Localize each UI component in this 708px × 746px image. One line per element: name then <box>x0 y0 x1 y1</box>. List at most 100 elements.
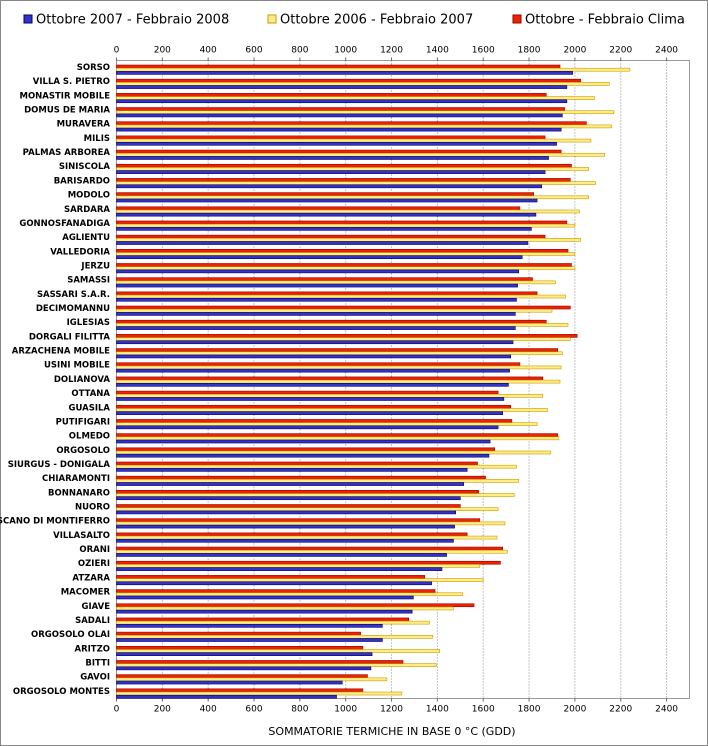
bar <box>116 411 504 415</box>
bar <box>116 617 410 622</box>
bar <box>116 660 404 664</box>
bar <box>116 507 499 512</box>
bar <box>116 404 512 409</box>
y-tick-label: AGLIENTU <box>62 233 110 243</box>
bar <box>116 606 454 611</box>
bar <box>116 269 520 274</box>
y-tick-label: PALMAS ARBOREA <box>23 148 111 158</box>
bar <box>116 532 468 537</box>
bar <box>116 450 552 455</box>
bar <box>116 305 571 310</box>
bar <box>116 674 368 678</box>
bar <box>116 266 576 270</box>
x-tick-label: 1600 <box>472 705 495 715</box>
x-tick-label: 2000 <box>563 46 586 56</box>
y-tick-label: OTTANA <box>71 389 110 399</box>
y-tick-label: MURAVERA <box>57 120 111 130</box>
bar <box>116 677 388 682</box>
bar <box>116 453 490 458</box>
x-axis-title: SOMMATORIE TERMICHE IN BASE 0 °C (GDD) <box>268 725 515 738</box>
bar <box>116 461 478 466</box>
y-tick-label: MACOMER <box>61 588 111 598</box>
bar <box>116 581 432 586</box>
bar <box>116 496 461 501</box>
bar <box>116 294 567 299</box>
bar <box>116 493 515 497</box>
bar <box>116 152 605 157</box>
bar <box>116 252 576 256</box>
bar <box>116 663 437 667</box>
y-tick-label: ORGOSOLO MONTES <box>13 687 110 697</box>
bar <box>116 220 568 225</box>
legend-swatch <box>512 14 522 24</box>
x-tick-label: 200 <box>154 705 171 715</box>
x-tick-label: 1000 <box>334 46 357 56</box>
legend-label: Ottobre 2007 - Febbraio 2008 <box>36 13 229 28</box>
y-tick-label: MONASTIR MOBILE <box>19 91 110 101</box>
x-tick-label: 200 <box>154 46 171 56</box>
bar <box>116 538 454 543</box>
bar <box>116 475 486 480</box>
bar <box>116 666 372 671</box>
bar <box>116 393 544 398</box>
bar <box>116 524 455 529</box>
bar <box>116 312 516 316</box>
bar <box>116 234 546 239</box>
bar <box>116 589 436 593</box>
y-tick-label: PUTIFIGARI <box>56 417 110 427</box>
x-tick-label: 1200 <box>380 705 403 715</box>
bar <box>116 397 505 401</box>
y-tick-label: VALLEDORIA <box>50 247 110 257</box>
bar <box>116 184 542 189</box>
bar <box>116 209 580 214</box>
x-tick-label: 0 <box>114 705 120 715</box>
bar <box>116 609 413 614</box>
bar <box>116 549 508 554</box>
y-tick-label: DOLIANOVA <box>54 375 111 385</box>
x-tick-label: 0 <box>114 46 120 56</box>
bar <box>116 624 383 628</box>
bar <box>116 107 565 111</box>
y-tick-label: GUASILA <box>69 403 111 413</box>
y-tick-label: DORGALI FILITTA <box>29 332 111 342</box>
bar <box>116 351 563 356</box>
bar <box>116 546 504 551</box>
bar <box>116 567 443 571</box>
bar <box>116 560 501 565</box>
legend-swatch <box>267 14 277 24</box>
bar <box>116 518 481 522</box>
bar <box>116 326 516 330</box>
bar <box>116 468 468 472</box>
bar <box>116 422 538 426</box>
x-tick-label: 400 <box>200 705 217 715</box>
bar <box>116 603 475 608</box>
bar <box>116 206 521 211</box>
y-tick-label: ATZARA <box>72 573 110 583</box>
bar <box>116 482 465 486</box>
bar <box>116 334 578 338</box>
bar <box>116 447 495 452</box>
bar <box>116 67 631 72</box>
bar <box>116 308 553 313</box>
x-tick-label: 1800 <box>518 46 541 56</box>
bar <box>116 419 513 423</box>
bar <box>116 390 499 395</box>
bar <box>116 354 512 359</box>
bar <box>116 383 509 387</box>
x-tick-label: 1800 <box>518 705 541 715</box>
bar <box>116 241 529 245</box>
y-tick-label: GONNOSFANADIGA <box>19 219 110 229</box>
bar <box>116 694 337 699</box>
y-tick-label: MILIS <box>84 134 110 144</box>
bar <box>116 631 361 636</box>
bar <box>116 178 571 182</box>
y-tick-label: GIAVE <box>81 602 110 612</box>
bar <box>116 170 546 174</box>
bar <box>116 99 568 104</box>
bar <box>116 578 484 582</box>
bar <box>116 376 544 381</box>
legend-label: Ottobre - Febbraio Clima <box>525 13 685 28</box>
bar <box>116 652 373 656</box>
bar <box>116 297 517 302</box>
bar <box>116 379 561 384</box>
